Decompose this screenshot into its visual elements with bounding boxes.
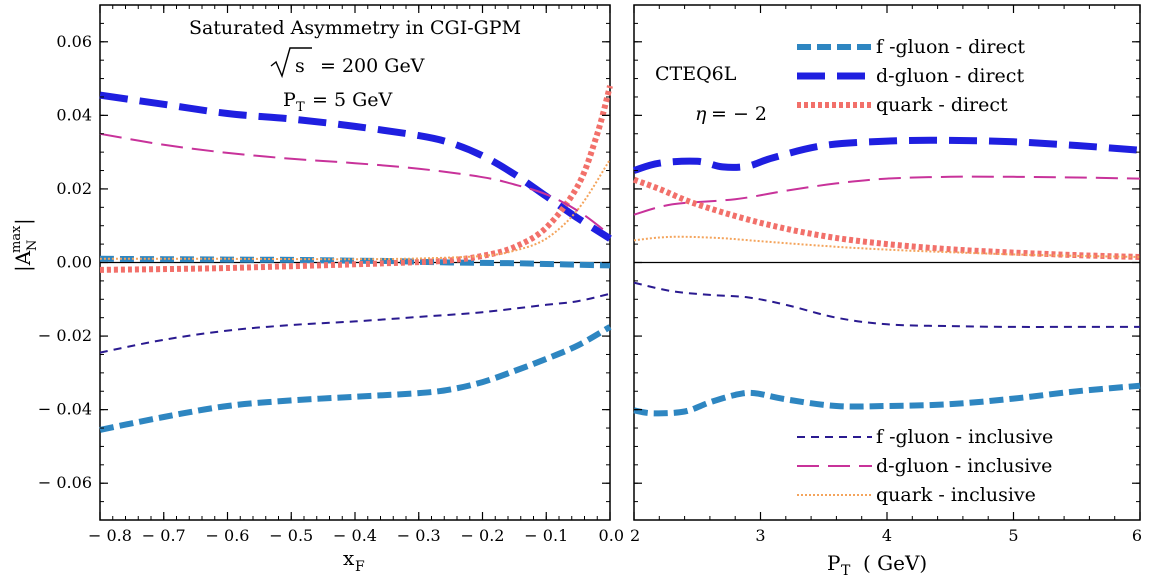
eta-value: = − 2: [711, 103, 767, 125]
y-tick-label: 0.04: [56, 105, 92, 124]
right-series-d-incl: [633, 175, 1141, 216]
left-panel: − 0.8 − 0.7 − 0.6 − 0.5 − 0.4 − 0.3 − 0.2 − 0.1…: [9, 4, 624, 575]
left-x-tick-label: − 0.2: [461, 526, 505, 545]
left-series-f-incl: [99, 292, 611, 354]
right-x-tick-label: 6: [1132, 526, 1142, 545]
eta-symbol: η: [695, 103, 707, 125]
sqrt-symbol: [270, 47, 312, 79]
y-tick-label: 0.06: [56, 32, 92, 51]
left-x-tick-label: − 0.6: [206, 526, 250, 545]
right-series-f-incl: [633, 281, 1140, 328]
y-tick-label: 0.00: [56, 253, 92, 272]
direct-legend-label-q-direct: quark - direct: [876, 94, 1008, 116]
left-series-f-direct: [99, 255, 611, 269]
left-x-ticks: − 0.8 − 0.7 − 0.6 − 0.5 − 0.4 − 0.3 − 0.2 − 0.1…: [88, 5, 624, 545]
y-label-sup: max: [9, 225, 24, 253]
pt-axis-subscript: T: [841, 563, 851, 579]
y-label-close: |: [11, 218, 36, 225]
direct-legend-label-f-direct: f -gluon - direct: [876, 36, 1025, 58]
y-tick-label: − 0.06: [38, 473, 92, 492]
pt-letter: P: [283, 89, 296, 111]
y-axis-label: |A max N |: [9, 218, 40, 272]
left-x-tick-label: − 0.3: [397, 526, 441, 545]
energy-text: = 200 GeV: [320, 55, 425, 77]
right-series-f-direct: [633, 382, 1141, 417]
y-tick-label: − 0.04: [38, 400, 92, 419]
right-x-ticks: 2 3 4 5 6: [630, 5, 1142, 545]
y-label-main: |A: [11, 250, 36, 272]
legend-direct: f -gluon - direct d-gluon - direct quark -…: [797, 36, 1025, 116]
pt-axis-letter: P: [827, 551, 840, 575]
pt-annotation: P T = 5 GeV: [283, 89, 393, 115]
left-series-group: [99, 85, 613, 433]
pt-axis-unit: ( GeV): [863, 551, 927, 575]
inclusive-legend-label-f-incl: f -gluon - inclusive: [876, 426, 1053, 448]
right-x-axis-label: P T ( GeV): [827, 551, 927, 579]
left-x-tick-label: − 0.7: [142, 526, 186, 545]
y-tick-label: − 0.02: [38, 326, 92, 345]
left-x-tick-label: 0.0: [599, 526, 624, 545]
pdf-label: CTEQ6L: [655, 63, 737, 85]
left-x-tick-label: − 0.1: [524, 526, 568, 545]
right-x-tick-label: 2: [630, 526, 640, 545]
pt-subscript: T: [296, 100, 305, 115]
right-x-tick-label: 4: [882, 526, 892, 545]
left-series-f-direct-neg: [99, 324, 612, 433]
direct-legend-label-d-direct: d-gluon - direct: [876, 65, 1024, 87]
xf-letter: x: [343, 546, 355, 570]
left-x-axis-label: x F: [343, 546, 365, 575]
right-series-d-direct: [632, 136, 1141, 174]
left-series-q-direct: [99, 85, 613, 273]
left-x-tick-label: − 0.8: [88, 526, 132, 545]
inclusive-legend-label-d-incl: d-gluon - inclusive: [876, 455, 1052, 477]
y-tick-label: 0.02: [56, 179, 92, 198]
right-x-tick-label: 5: [1008, 526, 1018, 545]
pt-value: = 5 GeV: [312, 89, 393, 111]
inclusive-legend-label-q-incl: quark - inclusive: [876, 484, 1036, 506]
legend-inclusive: f -gluon - inclusive d-gluon - inclusive q…: [797, 426, 1053, 506]
right-panel: 2 3 4 5 6 CTEQ6L η = − 2 f -gluon - direct d-…: [630, 4, 1142, 579]
right-series-group: [632, 136, 1141, 417]
right-series-q-direct: [632, 176, 1141, 260]
xf-subscript: F: [355, 559, 365, 575]
y-label-sub: N: [25, 240, 40, 251]
left-y-ticks: − 0.06 − 0.04 − 0.02 0.00 0.02 0.04 0.06: [38, 4, 610, 521]
left-series-d-incl: [99, 132, 611, 236]
left-title: Saturated Asymmetry in CGI-GPM: [189, 17, 521, 39]
left-x-tick-label: − 0.5: [269, 526, 313, 545]
left-series-d-direct: [99, 91, 612, 242]
right-x-tick-label: 3: [755, 526, 765, 545]
left-x-tick-label: − 0.4: [333, 526, 377, 545]
sqrt-s-text: s: [295, 55, 305, 77]
eta-annotation: η = − 2: [695, 103, 767, 125]
left-series-q-incl: [99, 158, 611, 261]
right-y-ticks: [634, 4, 1140, 521]
sqrt-s-annotation: s = 200 GeV: [270, 47, 425, 79]
